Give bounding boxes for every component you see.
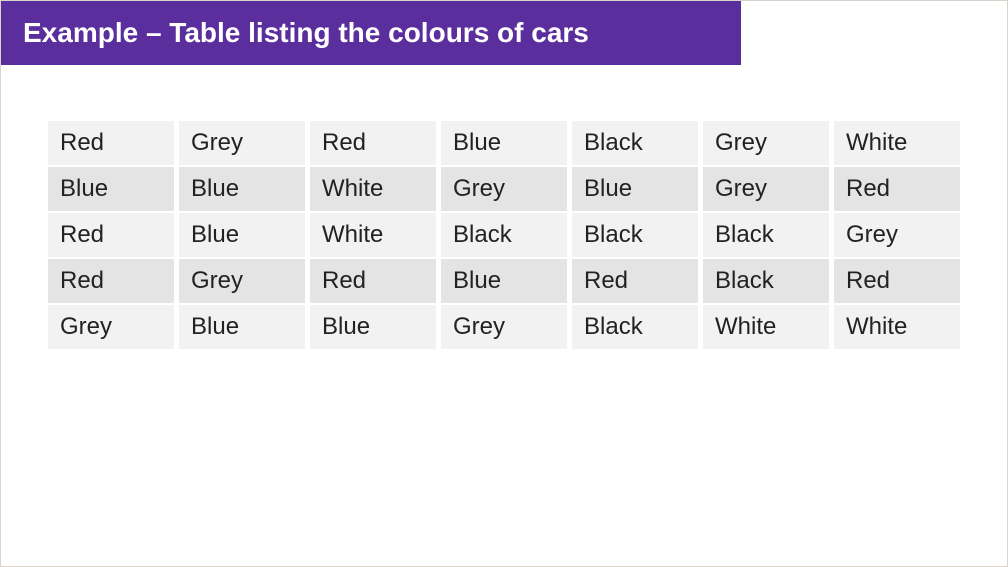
table-cell: Blue: [48, 167, 174, 211]
table-row: Blue Blue White Grey Blue Grey Red: [48, 167, 960, 211]
table-cell: Black: [572, 213, 698, 257]
table-cell: Blue: [310, 305, 436, 349]
table-cell: Red: [48, 259, 174, 303]
table-cell: Blue: [441, 121, 567, 165]
table-row: Grey Blue Blue Grey Black White White: [48, 305, 960, 349]
table-cell: White: [310, 213, 436, 257]
table-cell: Red: [572, 259, 698, 303]
table-cell: Grey: [703, 121, 829, 165]
table-cell: White: [834, 121, 960, 165]
table-cell: White: [834, 305, 960, 349]
table-cell: Black: [703, 213, 829, 257]
table-container: Red Grey Red Blue Black Grey White Blue …: [1, 65, 1007, 351]
table-cell: Blue: [179, 167, 305, 211]
table-cell: Red: [310, 259, 436, 303]
table-cell: Blue: [179, 213, 305, 257]
table-cell: Black: [703, 259, 829, 303]
table-cell: White: [310, 167, 436, 211]
table-cell: Grey: [179, 121, 305, 165]
page-frame: Example – Table listing the colours of c…: [0, 0, 1008, 567]
table-cell: Red: [48, 121, 174, 165]
example-heading: Example – Table listing the colours of c…: [1, 1, 741, 65]
table-row: Red Grey Red Blue Red Black Red: [48, 259, 960, 303]
table-cell: Red: [48, 213, 174, 257]
table-cell: Red: [834, 167, 960, 211]
table-cell: Grey: [441, 305, 567, 349]
table-cell: White: [703, 305, 829, 349]
table-cell: Grey: [179, 259, 305, 303]
table-cell: Grey: [48, 305, 174, 349]
car-colours-table: Red Grey Red Blue Black Grey White Blue …: [43, 119, 965, 351]
table-cell: Black: [572, 121, 698, 165]
table-cell: Blue: [441, 259, 567, 303]
table-cell: Blue: [572, 167, 698, 211]
table-cell: Grey: [441, 167, 567, 211]
table-cell: Grey: [834, 213, 960, 257]
table-row: Red Blue White Black Black Black Grey: [48, 213, 960, 257]
table-cell: Red: [310, 121, 436, 165]
table-cell: Red: [834, 259, 960, 303]
table-cell: Black: [572, 305, 698, 349]
heading-text: Example – Table listing the colours of c…: [23, 17, 589, 48]
table-cell: Black: [441, 213, 567, 257]
table-row: Red Grey Red Blue Black Grey White: [48, 121, 960, 165]
table-cell: Blue: [179, 305, 305, 349]
table-cell: Grey: [703, 167, 829, 211]
